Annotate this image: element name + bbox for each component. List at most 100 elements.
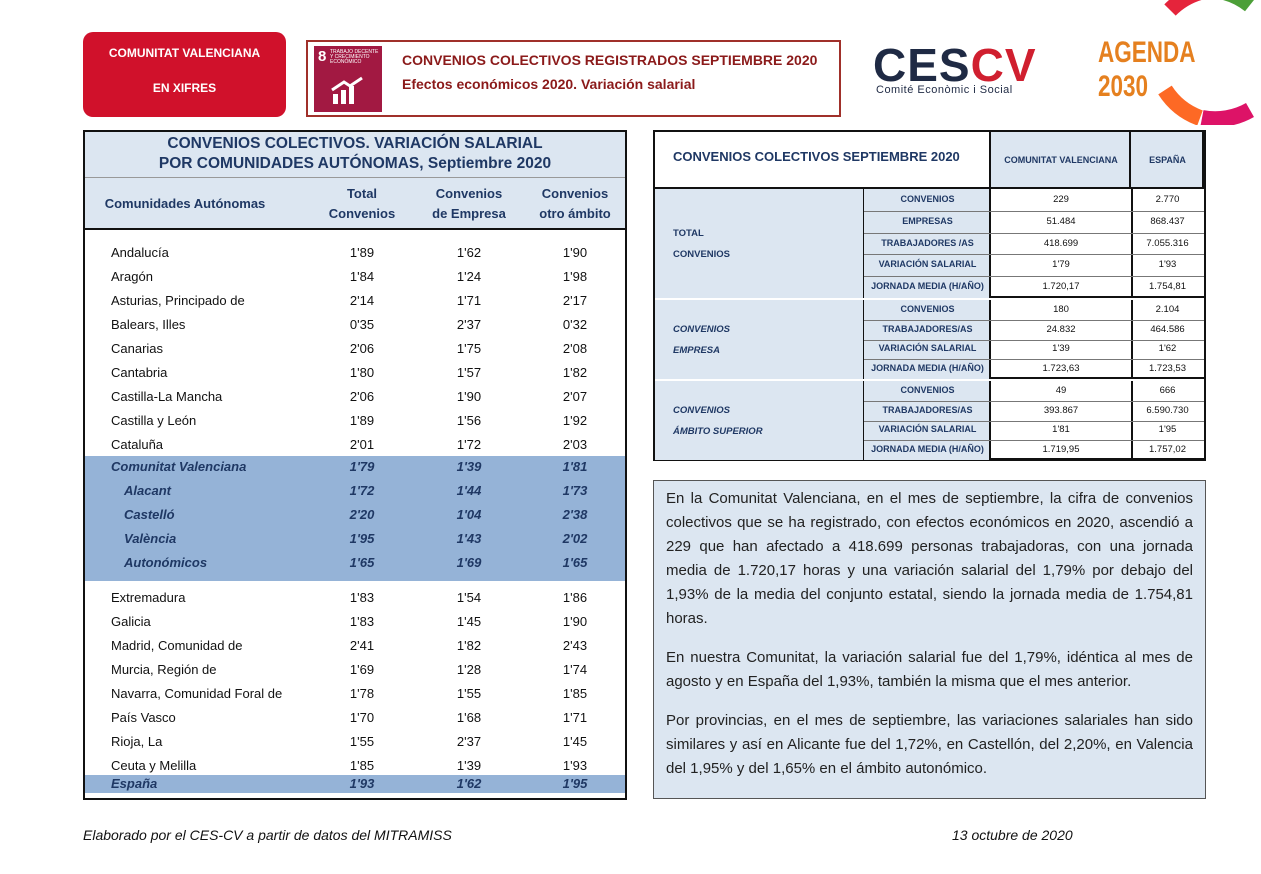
cell-value: 2.104: [1155, 303, 1180, 315]
cell-value: 24.832: [1046, 323, 1076, 335]
row-rule: [864, 276, 1204, 278]
sdg-line: TRABAJO DECENTE: [330, 49, 379, 55]
column-header: Convenios: [541, 186, 609, 201]
row-rule: [864, 319, 1204, 321]
cell-value: 1'82: [456, 638, 482, 653]
cell-value: 2'01: [349, 437, 375, 452]
cell-value: 1'89: [349, 413, 375, 428]
paragraph: En la Comunitat Valenciana, en el mes de…: [666, 490, 1193, 627]
item-label: TRABAJADORES/AS: [882, 323, 973, 334]
group-label-cell: [655, 300, 864, 379]
row-label: Castilla-La Mancha: [111, 389, 223, 404]
row-label: Comunitat Valenciana: [111, 459, 247, 474]
cell-value: 1.719,95: [1042, 444, 1080, 456]
cell-value: 1'72: [349, 483, 375, 498]
group-label-cell: [655, 189, 864, 298]
row-label: Aragón: [111, 269, 153, 284]
column-header: ESPAÑA: [1149, 155, 1186, 165]
cell-value: 1'62: [456, 245, 482, 260]
group-label: EMPRESA: [673, 344, 720, 356]
item-label-cell: [864, 189, 991, 298]
row-label: Canarias: [111, 341, 164, 356]
row-label: Murcia, Región de: [111, 662, 217, 677]
item-label: VARIACIÓN SALARIAL: [878, 343, 977, 354]
left-table: CONVENIOS COLECTIVOS. VARIACIÓN SALARIAL…: [83, 130, 627, 800]
row-label: Cataluña: [111, 437, 164, 452]
table-title: CONVENIOS COLECTIVOS. VARIACIÓN SALARIAL: [167, 135, 543, 152]
cell-value: 1'84: [349, 269, 375, 284]
item-label: TRABAJADORES /AS: [881, 237, 974, 248]
cell-value: 1'72: [456, 437, 482, 452]
cell-value: 6.590.730: [1146, 404, 1189, 416]
row-label: Castilla y León: [111, 413, 197, 428]
sdg-icon: 8 TRABAJO DECENTE Y CRECIMIENTO ECONÓMICO: [314, 46, 382, 112]
cell-value: 2'06: [349, 341, 375, 356]
row-label: Balears, Illes: [111, 317, 186, 332]
item-label: TRABAJADORES/AS: [882, 404, 973, 415]
header-cell: [655, 132, 991, 189]
cell-value: 868.437: [1150, 215, 1185, 227]
row-label: Alacant: [124, 483, 171, 498]
item-label: JORNADA MEDIA (H/AÑO): [871, 363, 984, 374]
cell-value: 1'65: [349, 555, 375, 570]
cell-value: 1'79: [349, 459, 375, 474]
row-rule: [864, 254, 1204, 256]
row-rule: [864, 440, 1204, 442]
cell-value: 1'92: [562, 413, 588, 428]
sdg-line: ECONÓMICO: [330, 59, 362, 65]
cell-value: 393.867: [1043, 404, 1079, 416]
doc-subtitle: Efectos económicos 2020. Variación salar…: [402, 76, 696, 92]
cell-value: 229: [1053, 193, 1069, 205]
cell-value: 1'45: [456, 614, 482, 629]
row-label: Extremadura: [111, 590, 186, 605]
row-rule: [864, 400, 1204, 402]
cell-value: 1'62: [456, 776, 482, 791]
row-label: Madrid, Comunidad de: [111, 638, 243, 653]
cell-value: 2'02: [562, 531, 588, 546]
row-label: Ceuta y Melilla: [111, 758, 197, 773]
table-title: POR COMUNIDADES AUTÓNOMAS, Septiembre 20…: [158, 155, 552, 172]
cell-value: 1'39: [456, 758, 482, 773]
column-header: Comunidades Autónomas: [104, 196, 266, 211]
cell-value: 1.754,81: [1149, 281, 1186, 293]
row-label: Autonómicos: [124, 555, 208, 570]
cell-value: 1'69: [349, 662, 375, 677]
row-rule: [864, 359, 1204, 361]
cell-value: 49: [1055, 384, 1067, 396]
column-header: Convenios: [328, 206, 396, 221]
row-label: España: [111, 776, 158, 791]
cell-value: 1'43: [456, 531, 482, 546]
item-label: VARIACIÓN SALARIAL: [878, 259, 977, 270]
column-header: COMUNITAT VALENCIANA: [1004, 155, 1118, 165]
group-label: ÁMBITO SUPERIOR: [673, 425, 763, 437]
cell-value: 1'90: [562, 245, 588, 260]
row-rule: [864, 210, 1204, 212]
group-label-cell: [655, 381, 864, 460]
item-label: EMPRESAS: [902, 215, 953, 226]
cell-value: 1'56: [456, 413, 482, 428]
cell-value: 1'70: [349, 710, 375, 725]
cell-value: 1'04: [456, 507, 482, 522]
sdg-text: TRABAJO DECENTE Y CRECIMIENTO ECONÓMICO: [330, 50, 378, 65]
row-rule: [864, 339, 1204, 341]
cell-value: 2'43: [562, 638, 588, 653]
badge-line: COMUNITAT VALENCIANA: [108, 46, 261, 60]
row-label: Castelló: [124, 507, 175, 522]
value-cell: [1131, 189, 1133, 298]
cell-value: 2'08: [562, 341, 588, 356]
cell-value: 1'68: [456, 710, 482, 725]
cell-value: 1.720,17: [1042, 281, 1080, 293]
group-label: TOTAL: [673, 227, 704, 239]
cell-value: 1'45: [562, 734, 588, 749]
cell-value: 2'07: [562, 389, 588, 404]
row-label: País Vasco: [111, 710, 176, 725]
cell-value: 0'32: [562, 317, 588, 332]
cell-value: 1'85: [562, 686, 588, 701]
logo-caption: Comité Econòmic i Social: [876, 84, 1013, 96]
highlight-band: [85, 775, 625, 793]
footer-source: Elaborado por el CES-CV a partir de dato…: [83, 827, 452, 843]
cell-value: 1'90: [456, 389, 482, 404]
title-band: [85, 132, 625, 178]
cell-value: 1'98: [562, 269, 588, 284]
column-header-cell: [1131, 132, 1204, 189]
